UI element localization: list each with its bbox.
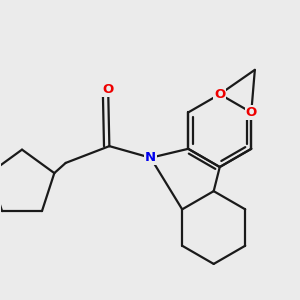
Text: O: O: [246, 106, 257, 119]
Text: O: O: [103, 83, 114, 96]
Text: O: O: [214, 88, 225, 101]
Text: N: N: [145, 151, 156, 164]
